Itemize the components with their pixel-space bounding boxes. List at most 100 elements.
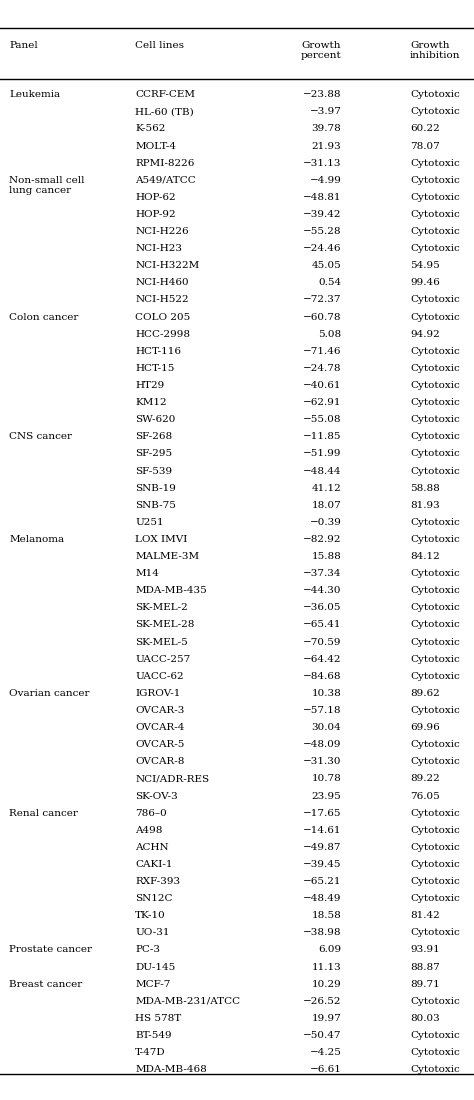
Text: −24.78: −24.78 — [303, 364, 341, 373]
Text: SNB-19: SNB-19 — [135, 484, 176, 493]
Text: Growth
inhibition: Growth inhibition — [410, 41, 461, 60]
Text: MOLT-4: MOLT-4 — [135, 142, 176, 151]
Text: MDA-MB-468: MDA-MB-468 — [135, 1065, 207, 1075]
Text: SK-OV-3: SK-OV-3 — [135, 792, 178, 801]
Text: NCI-H23: NCI-H23 — [135, 244, 182, 253]
Text: A498: A498 — [135, 826, 163, 835]
Text: −11.85: −11.85 — [303, 432, 341, 441]
Text: Cytotoxic: Cytotoxic — [410, 894, 460, 903]
Text: Panel: Panel — [9, 41, 38, 50]
Text: Cytotoxic: Cytotoxic — [410, 312, 460, 321]
Text: HT29: HT29 — [135, 381, 164, 390]
Text: −84.68: −84.68 — [303, 672, 341, 681]
Text: −57.18: −57.18 — [303, 706, 341, 715]
Text: Renal cancer: Renal cancer — [9, 808, 78, 817]
Text: −4.25: −4.25 — [310, 1048, 341, 1057]
Text: 54.95: 54.95 — [410, 261, 440, 271]
Text: UACC-257: UACC-257 — [135, 654, 191, 663]
Text: Cytotoxic: Cytotoxic — [410, 381, 460, 390]
Text: Cytotoxic: Cytotoxic — [410, 192, 460, 201]
Text: Cytotoxic: Cytotoxic — [410, 1065, 460, 1075]
Text: UO-31: UO-31 — [135, 928, 170, 937]
Text: MALME-3M: MALME-3M — [135, 552, 199, 561]
Text: 69.96: 69.96 — [410, 723, 440, 733]
Text: −64.42: −64.42 — [303, 654, 341, 663]
Text: Cytotoxic: Cytotoxic — [410, 296, 460, 305]
Text: Cytotoxic: Cytotoxic — [410, 227, 460, 236]
Text: −55.28: −55.28 — [303, 227, 341, 236]
Text: HCT-15: HCT-15 — [135, 364, 174, 373]
Text: −17.65: −17.65 — [303, 808, 341, 817]
Text: MDA-MB-435: MDA-MB-435 — [135, 586, 207, 595]
Text: Cytotoxic: Cytotoxic — [410, 364, 460, 373]
Text: HCC-2998: HCC-2998 — [135, 330, 190, 339]
Text: Cytotoxic: Cytotoxic — [410, 1048, 460, 1057]
Text: Prostate cancer: Prostate cancer — [9, 945, 92, 955]
Text: Cytotoxic: Cytotoxic — [410, 603, 460, 613]
Text: Ovarian cancer: Ovarian cancer — [9, 689, 90, 697]
Text: −48.49: −48.49 — [303, 894, 341, 903]
Text: SF-295: SF-295 — [135, 450, 172, 459]
Text: 58.88: 58.88 — [410, 484, 440, 493]
Text: HS 578T: HS 578T — [135, 1014, 182, 1023]
Text: Cytotoxic: Cytotoxic — [410, 740, 460, 749]
Text: SK-MEL-2: SK-MEL-2 — [135, 603, 188, 613]
Text: −24.46: −24.46 — [303, 244, 341, 253]
Text: ACHN: ACHN — [135, 843, 169, 851]
Text: Cytotoxic: Cytotoxic — [410, 928, 460, 937]
Text: −23.88: −23.88 — [303, 90, 341, 99]
Text: SK-MEL-5: SK-MEL-5 — [135, 638, 188, 647]
Text: 30.04: 30.04 — [311, 723, 341, 733]
Text: −26.52: −26.52 — [303, 997, 341, 1005]
Text: UACC-62: UACC-62 — [135, 672, 184, 681]
Text: 99.46: 99.46 — [410, 278, 440, 287]
Text: Cytotoxic: Cytotoxic — [410, 706, 460, 715]
Text: −39.45: −39.45 — [303, 860, 341, 869]
Text: Cytotoxic: Cytotoxic — [410, 654, 460, 663]
Text: 6.09: 6.09 — [318, 945, 341, 955]
Text: SK-MEL-28: SK-MEL-28 — [135, 620, 194, 629]
Text: Cytotoxic: Cytotoxic — [410, 569, 460, 579]
Text: −48.44: −48.44 — [303, 466, 341, 475]
Text: 39.78: 39.78 — [311, 124, 341, 133]
Text: Cytotoxic: Cytotoxic — [410, 158, 460, 167]
Text: 93.91: 93.91 — [410, 945, 440, 955]
Text: SF-539: SF-539 — [135, 466, 172, 475]
Text: −70.59: −70.59 — [303, 638, 341, 647]
Text: −82.92: −82.92 — [303, 535, 341, 543]
Text: SN12C: SN12C — [135, 894, 173, 903]
Text: Cytotoxic: Cytotoxic — [410, 757, 460, 767]
Text: 84.12: 84.12 — [410, 552, 440, 561]
Text: 76.05: 76.05 — [410, 792, 440, 801]
Text: Cytotoxic: Cytotoxic — [410, 176, 460, 185]
Text: −48.09: −48.09 — [303, 740, 341, 749]
Text: −71.46: −71.46 — [303, 346, 341, 355]
Text: Melanoma: Melanoma — [9, 535, 64, 543]
Text: −65.21: −65.21 — [303, 877, 341, 886]
Text: 60.22: 60.22 — [410, 124, 440, 133]
Text: HOP-62: HOP-62 — [135, 192, 176, 201]
Text: −72.37: −72.37 — [303, 296, 341, 305]
Text: RXF-393: RXF-393 — [135, 877, 180, 886]
Text: 88.87: 88.87 — [410, 962, 440, 971]
Text: −62.91: −62.91 — [303, 398, 341, 407]
Text: −31.30: −31.30 — [303, 757, 341, 767]
Text: −4.99: −4.99 — [310, 176, 341, 185]
Text: Cytotoxic: Cytotoxic — [410, 860, 460, 869]
Text: −38.98: −38.98 — [303, 928, 341, 937]
Text: 80.03: 80.03 — [410, 1014, 440, 1023]
Text: −44.30: −44.30 — [303, 586, 341, 595]
Text: Cytotoxic: Cytotoxic — [410, 638, 460, 647]
Text: −51.99: −51.99 — [303, 450, 341, 459]
Text: −39.42: −39.42 — [303, 210, 341, 219]
Text: MDA-MB-231/ATCC: MDA-MB-231/ATCC — [135, 997, 240, 1005]
Text: 10.78: 10.78 — [311, 774, 341, 783]
Text: 0.54: 0.54 — [318, 278, 341, 287]
Text: 89.62: 89.62 — [410, 689, 440, 697]
Text: COLO 205: COLO 205 — [135, 312, 191, 321]
Text: Colon cancer: Colon cancer — [9, 312, 79, 321]
Text: Cytotoxic: Cytotoxic — [410, 398, 460, 407]
Text: PC-3: PC-3 — [135, 945, 160, 955]
Text: Cytotoxic: Cytotoxic — [410, 432, 460, 441]
Text: Cytotoxic: Cytotoxic — [410, 244, 460, 253]
